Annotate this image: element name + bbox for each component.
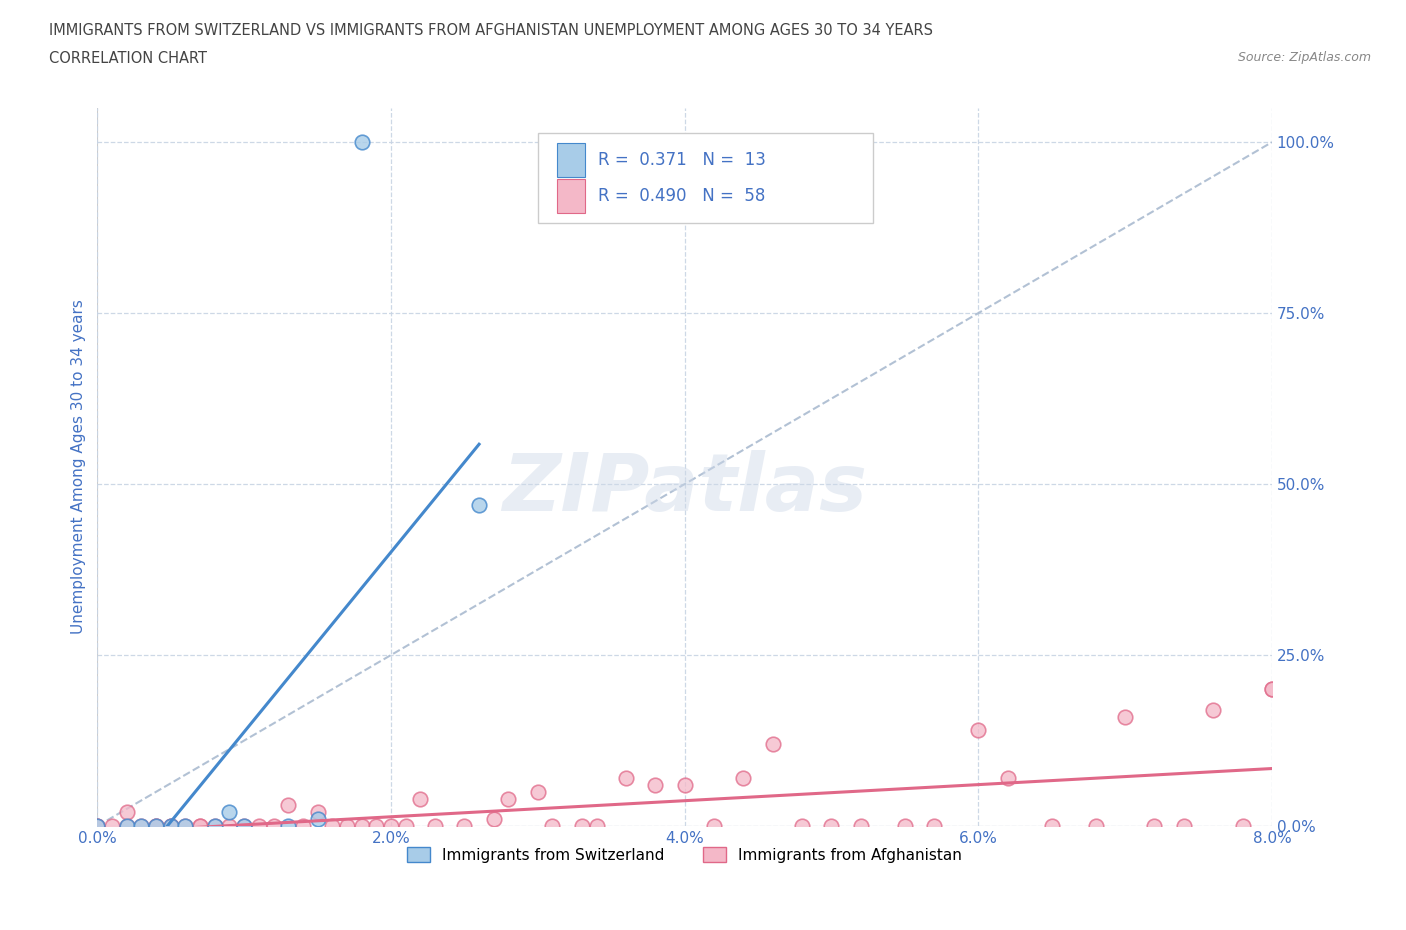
Point bbox=[366, 818, 388, 833]
Point bbox=[585, 818, 607, 833]
Point bbox=[233, 818, 256, 833]
Point bbox=[453, 818, 475, 833]
Point bbox=[145, 818, 167, 833]
Point bbox=[967, 723, 990, 737]
Text: R =  0.490   N =  58: R = 0.490 N = 58 bbox=[598, 187, 765, 206]
Point bbox=[1261, 682, 1284, 697]
Point bbox=[115, 818, 138, 833]
FancyBboxPatch shape bbox=[557, 179, 585, 213]
Point bbox=[307, 812, 329, 827]
Legend: Immigrants from Switzerland, Immigrants from Afghanistan: Immigrants from Switzerland, Immigrants … bbox=[401, 841, 969, 869]
Point bbox=[307, 804, 329, 819]
Point bbox=[790, 818, 813, 833]
Point bbox=[159, 818, 181, 833]
Text: R =  0.371   N =  13: R = 0.371 N = 13 bbox=[598, 151, 766, 169]
Point bbox=[350, 135, 373, 150]
Point bbox=[101, 818, 124, 833]
Point bbox=[1114, 710, 1136, 724]
Point bbox=[1202, 702, 1225, 717]
Point bbox=[541, 818, 564, 833]
Point bbox=[277, 798, 299, 813]
Point bbox=[277, 818, 299, 833]
Point bbox=[159, 818, 181, 833]
Point bbox=[218, 818, 240, 833]
Point bbox=[849, 818, 872, 833]
Point bbox=[482, 812, 505, 827]
Point bbox=[527, 784, 550, 799]
Point bbox=[218, 804, 240, 819]
Point bbox=[997, 771, 1019, 786]
Point bbox=[350, 818, 373, 833]
Point bbox=[498, 791, 520, 806]
Point bbox=[703, 818, 725, 833]
Text: IMMIGRANTS FROM SWITZERLAND VS IMMIGRANTS FROM AFGHANISTAN UNEMPLOYMENT AMONG AG: IMMIGRANTS FROM SWITZERLAND VS IMMIGRANT… bbox=[49, 23, 934, 38]
Point bbox=[395, 818, 418, 833]
Point bbox=[644, 777, 666, 792]
Point bbox=[159, 818, 181, 833]
Point bbox=[1232, 818, 1254, 833]
Point bbox=[247, 818, 270, 833]
Point bbox=[894, 818, 917, 833]
Point bbox=[673, 777, 696, 792]
Point bbox=[409, 791, 432, 806]
Point bbox=[423, 818, 446, 833]
Text: CORRELATION CHART: CORRELATION CHART bbox=[49, 51, 207, 66]
Point bbox=[131, 818, 153, 833]
Point bbox=[922, 818, 945, 833]
Point bbox=[233, 818, 256, 833]
Point bbox=[1143, 818, 1166, 833]
Point bbox=[86, 818, 108, 833]
Point bbox=[131, 818, 153, 833]
Point bbox=[1040, 818, 1063, 833]
Point bbox=[188, 818, 211, 833]
Point bbox=[1084, 818, 1107, 833]
Y-axis label: Unemployment Among Ages 30 to 34 years: Unemployment Among Ages 30 to 34 years bbox=[72, 299, 86, 634]
Point bbox=[733, 771, 755, 786]
Point bbox=[380, 818, 402, 833]
Point bbox=[145, 818, 167, 833]
Point bbox=[1173, 818, 1195, 833]
Point bbox=[115, 804, 138, 819]
FancyBboxPatch shape bbox=[538, 133, 873, 223]
Point bbox=[571, 818, 593, 833]
Point bbox=[204, 818, 226, 833]
Point bbox=[762, 737, 785, 751]
Text: Source: ZipAtlas.com: Source: ZipAtlas.com bbox=[1237, 51, 1371, 64]
Point bbox=[820, 818, 842, 833]
FancyBboxPatch shape bbox=[557, 143, 585, 177]
Point bbox=[263, 818, 285, 833]
Point bbox=[86, 818, 108, 833]
Point bbox=[291, 818, 314, 833]
Point bbox=[336, 818, 359, 833]
Point bbox=[188, 818, 211, 833]
Point bbox=[1261, 682, 1284, 697]
Point bbox=[468, 498, 491, 512]
Point bbox=[204, 818, 226, 833]
Point bbox=[145, 818, 167, 833]
Point bbox=[174, 818, 197, 833]
Point bbox=[174, 818, 197, 833]
Point bbox=[86, 818, 108, 833]
Point bbox=[321, 818, 343, 833]
Point bbox=[614, 771, 637, 786]
Point bbox=[115, 818, 138, 833]
Text: ZIPatlas: ZIPatlas bbox=[502, 449, 868, 527]
